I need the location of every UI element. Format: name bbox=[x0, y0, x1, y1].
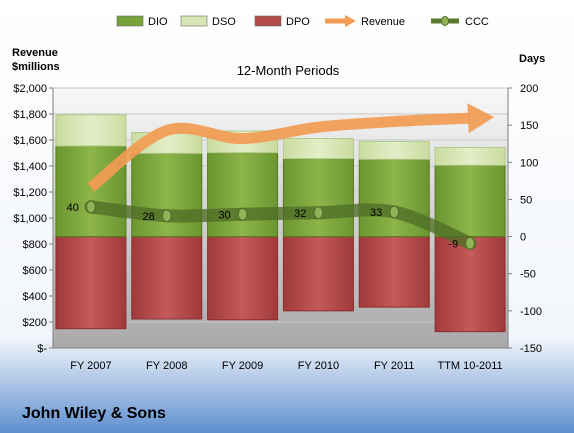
bar-dpo bbox=[207, 236, 279, 321]
legend-item-dio: DIO bbox=[116, 15, 168, 28]
legend-label-revenue: Revenue bbox=[361, 16, 405, 28]
left-tick-label: $1,200 bbox=[13, 187, 47, 199]
right-axis-title: Days bbox=[519, 53, 545, 65]
right-tick-label: -50 bbox=[520, 269, 536, 281]
left-tick-label: $- bbox=[37, 343, 47, 355]
ccc-marker bbox=[464, 236, 476, 250]
bar-dio bbox=[282, 158, 354, 238]
bar-dio bbox=[207, 152, 279, 238]
left-axis-title-line1: Revenue bbox=[12, 47, 58, 59]
x-tick-label: FY 2008 bbox=[146, 360, 187, 372]
bar-dpo bbox=[358, 236, 430, 308]
legend-label-dso: DSO bbox=[212, 16, 236, 28]
x-tick-label: FY 2011 bbox=[374, 360, 415, 372]
bar-dpo bbox=[131, 236, 203, 320]
ccc-marker bbox=[237, 207, 248, 221]
chart-title: 12-Month Periods bbox=[237, 63, 340, 78]
left-tick-label: $800 bbox=[23, 239, 47, 251]
legend-swatch-dpo bbox=[254, 15, 282, 27]
left-tick-label: $600 bbox=[23, 265, 47, 277]
legend-label-ccc: CCC bbox=[465, 16, 489, 28]
right-tick-label: 150 bbox=[520, 120, 538, 132]
legend-label-dio: DIO bbox=[148, 16, 168, 28]
legend-label-dpo: DPO bbox=[286, 16, 310, 28]
right-tick-label: -150 bbox=[520, 343, 542, 355]
ccc-data-label: 40 bbox=[67, 202, 79, 214]
legend-item-dso: DSO bbox=[180, 15, 236, 28]
revenue-layer bbox=[87, 103, 495, 192]
right-tick-label: -100 bbox=[520, 306, 542, 318]
legend-item-revenue: Revenue bbox=[325, 15, 405, 28]
left-tick-label: $1,000 bbox=[13, 213, 47, 225]
legend-swatch-dso bbox=[180, 15, 208, 27]
legend-item-dpo: DPO bbox=[254, 15, 310, 28]
bar-dpo bbox=[434, 236, 506, 333]
bar-dso bbox=[434, 146, 506, 166]
right-tick-label: 200 bbox=[520, 83, 538, 95]
legend-item-ccc: CCC bbox=[431, 16, 489, 28]
legend-swatch-dio bbox=[116, 15, 144, 27]
ccc-marker bbox=[389, 205, 400, 219]
ccc-data-label: 30 bbox=[218, 209, 230, 221]
right-tick-label: 100 bbox=[520, 157, 538, 169]
x-tick-label: FY 2010 bbox=[298, 360, 339, 372]
ccc-data-label: 32 bbox=[294, 208, 306, 220]
ccc-data-label: 33 bbox=[370, 207, 382, 219]
left-tick-label: $1,800 bbox=[13, 109, 47, 121]
revenue-line bbox=[87, 112, 471, 192]
legend-swatch-ccc-marker bbox=[441, 16, 449, 26]
legend-swatch-revenue-arrow bbox=[345, 15, 356, 27]
bar-dso bbox=[55, 114, 127, 147]
company-title: John Wiley & Sons bbox=[22, 405, 166, 422]
bar-dso bbox=[358, 140, 430, 160]
bar-dpo bbox=[282, 236, 354, 312]
left-tick-label: $400 bbox=[23, 291, 47, 303]
right-tick-label: 0 bbox=[520, 232, 526, 244]
ccc-marker bbox=[161, 209, 172, 223]
left-axis-title-line2: $millions bbox=[12, 61, 60, 73]
x-tick-label: TTM 10-2011 bbox=[437, 360, 502, 372]
ccc-data-label: -9 bbox=[448, 238, 458, 250]
left-tick-label: $2,000 bbox=[13, 83, 47, 95]
bar-dpo bbox=[55, 236, 127, 330]
ccc-line bbox=[84, 200, 477, 250]
legend-layer: DIO DSO DPO Revenue CCC bbox=[116, 15, 489, 28]
bar-dio bbox=[131, 152, 203, 238]
ccc-marker bbox=[313, 206, 324, 220]
right-tick-label: 50 bbox=[520, 194, 532, 206]
axes-layer: $- $200 $400 $600 $800 $1,000 $1,200 $1,400 $1,6… bbox=[13, 83, 542, 372]
left-tick-label: $1,600 bbox=[13, 135, 47, 147]
x-tick-label: FY 2007 bbox=[70, 360, 111, 372]
left-tick-label: $200 bbox=[23, 317, 47, 329]
bars-layer bbox=[55, 114, 506, 333]
left-tick-label: $1,400 bbox=[13, 161, 47, 173]
ccc-marker bbox=[85, 200, 97, 214]
x-tick-label: FY 2009 bbox=[222, 360, 263, 372]
ccc-data-label: 28 bbox=[143, 211, 155, 223]
bar-dso bbox=[282, 138, 354, 160]
ccc-layer: 40 28 30 32 33 -9 bbox=[67, 200, 477, 250]
revenue-arrowhead bbox=[467, 103, 495, 134]
